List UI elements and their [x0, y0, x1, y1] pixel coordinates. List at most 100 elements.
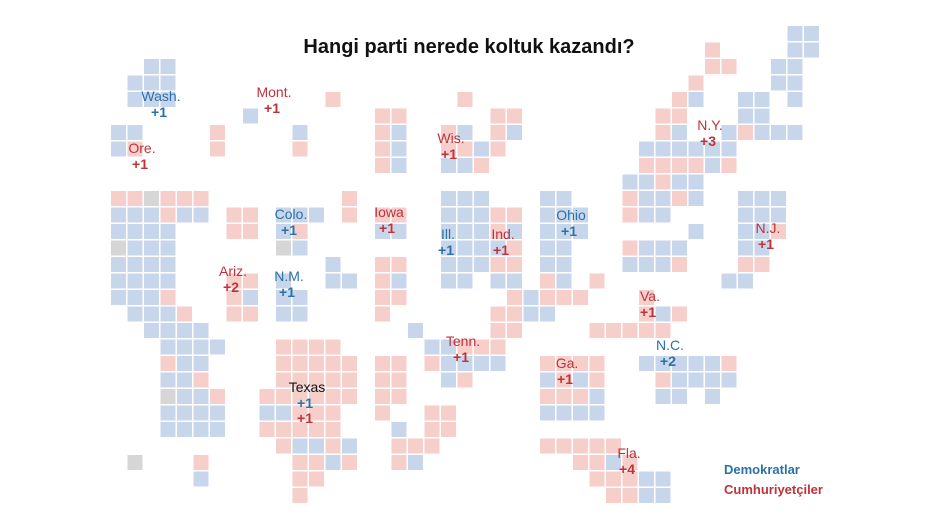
district-tile — [177, 339, 192, 355]
district-tile — [127, 224, 143, 239]
district-tile — [276, 356, 291, 371]
district-tile — [177, 323, 192, 338]
district-tile — [457, 273, 473, 289]
district-tile — [474, 240, 489, 256]
district-tile — [144, 323, 159, 338]
state-label: Ga. — [556, 355, 579, 371]
district-tile — [375, 108, 390, 124]
district-tile — [226, 224, 242, 239]
district-tile — [193, 339, 209, 355]
district-tile — [144, 224, 159, 239]
district-tile — [589, 455, 605, 470]
district-tile — [655, 356, 671, 371]
district-tile — [342, 455, 357, 470]
district-tile — [441, 405, 456, 421]
district-tile — [375, 389, 390, 404]
district-tile — [342, 273, 357, 289]
district-tile — [259, 422, 275, 437]
district-tile — [342, 191, 357, 206]
district-tile — [804, 26, 819, 41]
district-tile — [556, 389, 572, 404]
seat-change-label: +1 — [557, 371, 573, 387]
seat-change-label: +4 — [619, 461, 635, 477]
district-tile — [441, 422, 456, 437]
district-tile — [160, 240, 176, 256]
district-tile — [738, 125, 753, 140]
district-tile — [292, 405, 308, 421]
district-tile — [127, 290, 143, 305]
district-tile — [639, 240, 654, 256]
district-tile — [210, 125, 225, 140]
district-tile — [325, 438, 341, 454]
district-tile — [177, 389, 192, 404]
district-tile — [243, 108, 258, 124]
district-tile — [325, 339, 341, 355]
district-tile — [639, 158, 654, 173]
district-tile — [672, 158, 687, 173]
district-tile — [705, 59, 720, 74]
district-tile — [424, 422, 440, 437]
district-tile — [193, 372, 209, 388]
district-tile — [144, 290, 159, 305]
district-tile — [771, 207, 786, 223]
district-tile — [672, 389, 687, 404]
district-tile — [309, 389, 324, 404]
district-tile — [111, 257, 126, 272]
district-tile — [375, 207, 390, 223]
district-tile — [738, 273, 753, 289]
district-tile — [655, 306, 671, 322]
seat-change-label: +1 — [493, 242, 509, 258]
district-tile — [111, 125, 126, 140]
district-tile — [292, 422, 308, 437]
district-tile — [457, 207, 473, 223]
district-tile — [375, 356, 390, 371]
district-tile — [589, 438, 605, 454]
district-tile — [556, 438, 572, 454]
district-tile — [490, 257, 506, 272]
district-tile — [507, 306, 522, 322]
district-tile — [540, 191, 555, 206]
district-tile — [457, 141, 473, 157]
district-tile — [226, 290, 242, 305]
district-tile — [276, 240, 291, 256]
district-tile — [292, 224, 308, 239]
district-tile — [540, 257, 555, 272]
district-tile — [210, 389, 225, 404]
district-tile — [622, 257, 638, 272]
district-tile — [375, 372, 390, 388]
district-tile — [474, 339, 489, 355]
district-tile — [507, 273, 522, 289]
seat-change-label: +1 — [151, 104, 167, 120]
seat-change-label: +1 — [441, 146, 457, 162]
seat-change-label: +1 — [453, 349, 469, 365]
district-tile — [111, 290, 126, 305]
district-tile — [408, 438, 423, 454]
district-tile — [540, 438, 555, 454]
district-tile — [622, 471, 638, 487]
district-tile — [721, 158, 737, 173]
district-tile — [490, 306, 506, 322]
district-tile — [177, 306, 192, 322]
district-tile — [754, 240, 770, 256]
district-tile — [292, 240, 308, 256]
district-tile — [738, 108, 753, 124]
district-tile — [276, 273, 291, 289]
district-tile — [292, 389, 308, 404]
district-tile — [556, 240, 572, 256]
district-tile — [391, 389, 407, 404]
district-tile — [523, 306, 539, 322]
district-tile — [490, 273, 506, 289]
district-tile — [292, 471, 308, 487]
district-tile — [144, 273, 159, 289]
district-tile — [160, 356, 176, 371]
district-tile — [325, 422, 341, 437]
district-tile — [721, 372, 737, 388]
district-tile — [342, 356, 357, 371]
district-tile — [622, 323, 638, 338]
district-tile — [688, 75, 704, 91]
district-tile — [292, 438, 308, 454]
district-tile — [589, 471, 605, 487]
district-tile — [490, 240, 506, 256]
district-tile — [606, 323, 621, 338]
district-tile — [457, 372, 473, 388]
